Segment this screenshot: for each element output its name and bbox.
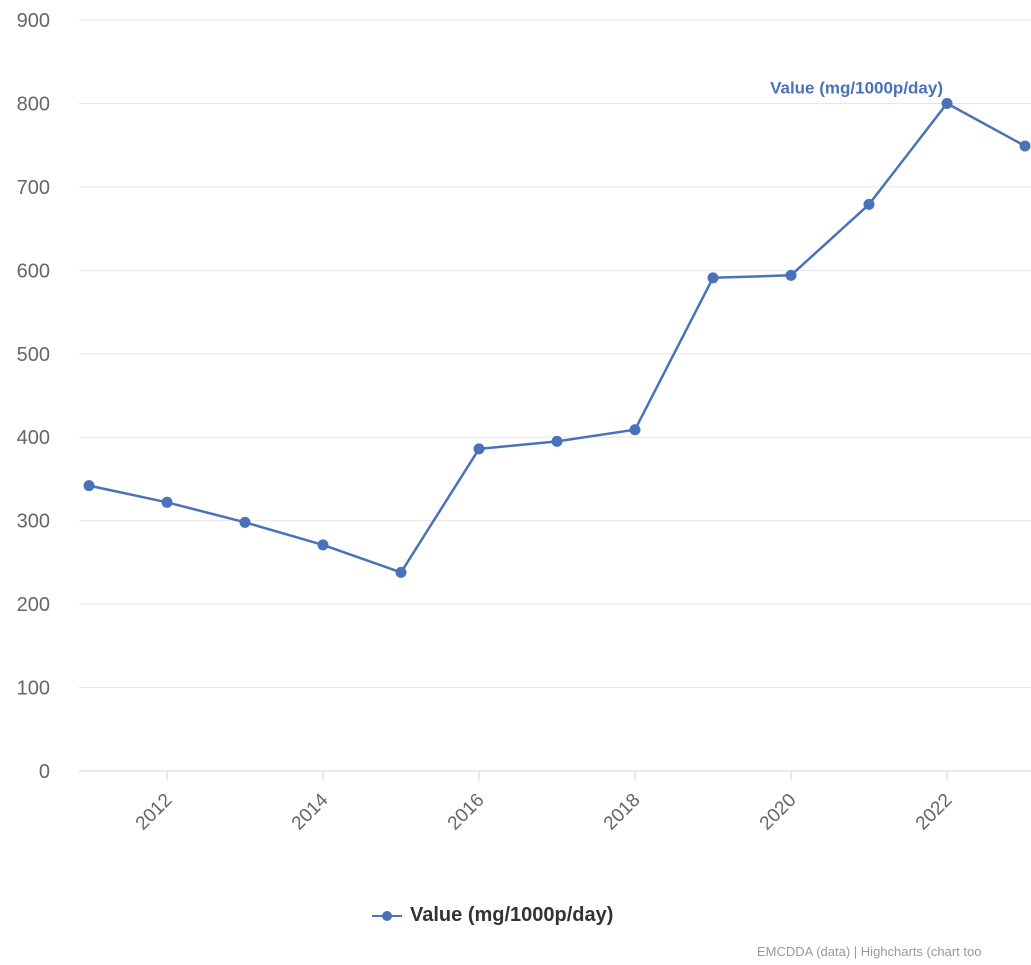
data-point-2016[interactable] (473, 443, 485, 455)
x-tick-label-2016: 2016 (444, 790, 489, 835)
series-line-0 (88, 102, 1026, 574)
data-point-2013[interactable] (239, 516, 251, 528)
x-tick-label-2018: 2018 (600, 790, 645, 835)
y-tick-label-400: 400 (17, 427, 50, 449)
x-axis (79, 770, 1031, 781)
x-tick-label-2014: 2014 (288, 789, 333, 834)
data-point-2021[interactable] (863, 198, 875, 210)
legend-label: Value (mg/1000p/day) (410, 904, 614, 926)
x-tick-label-2022: 2022 (912, 790, 957, 835)
y-axis-tick-labels: 0 100 200 300 400 500 600 700 800 900 (17, 10, 50, 783)
data-point-2011[interactable] (83, 480, 95, 492)
y-tick-label-800: 800 (17, 93, 50, 115)
legend-dot (382, 910, 392, 921)
y-tick-label-700: 700 (17, 177, 50, 199)
data-labels: Value (mg/1000p/day) (770, 78, 943, 97)
y-tick-label-500: 500 (17, 344, 50, 366)
y-tick-label-900: 900 (17, 10, 50, 32)
x-axis-tick-labels: 2012 2014 2016 2018 2020 2022 (132, 789, 957, 834)
data-label-2022: Value (mg/1000p/day) (770, 78, 943, 97)
y-tick-label-0: 0 (39, 761, 50, 783)
y-tick-label-200: 200 (17, 594, 50, 616)
data-point-2014[interactable] (317, 539, 329, 551)
data-point-2018[interactable] (629, 424, 641, 436)
y-tick-label-300: 300 (17, 511, 50, 533)
series-value[interactable] (83, 97, 1031, 578)
data-point-2020[interactable] (785, 269, 797, 281)
legend-item-value[interactable]: Value (mg/1000p/day) (372, 904, 613, 927)
y-tick-label-100: 100 (17, 678, 50, 700)
credits[interactable]: EMCDDA (data) | Highcharts (chart too (757, 944, 982, 959)
data-point-2015[interactable] (395, 566, 407, 578)
x-tick-label-2020: 2020 (756, 790, 801, 835)
x-tick-label-2012: 2012 (132, 790, 177, 835)
grid-lines (79, 19, 1031, 689)
data-point-2022[interactable] (941, 97, 953, 109)
data-point-2012[interactable] (161, 496, 173, 508)
legend-line-marker-icon (372, 908, 402, 924)
data-point-2017[interactable] (551, 435, 563, 447)
data-point-2019[interactable] (707, 272, 719, 284)
y-tick-label-600: 600 (17, 260, 50, 282)
data-point-2023[interactable] (1019, 140, 1031, 152)
